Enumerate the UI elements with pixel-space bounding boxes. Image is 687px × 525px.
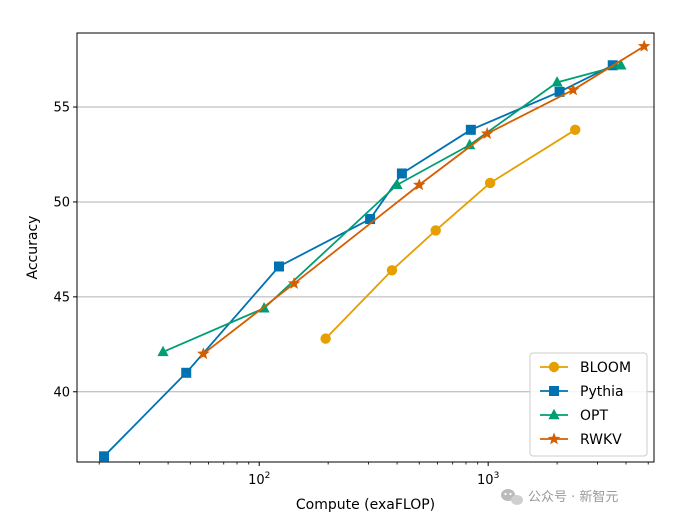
legend-marker-rwkv (547, 432, 561, 445)
data-point-rwkv (566, 83, 580, 96)
data-point-opt (551, 76, 563, 87)
series-line-opt (162, 64, 622, 353)
data-point-bloom (570, 124, 581, 136)
x-axis-label: Compute (exaFLOP) (296, 497, 435, 513)
data-point-pythia (99, 451, 110, 462)
series-line-rwkv (202, 45, 645, 355)
data-point-pythia (465, 124, 476, 135)
data-point-pythia (396, 168, 407, 179)
data-point-pythia (554, 86, 565, 97)
legend-label-rwkv: RWKV (580, 432, 622, 448)
series-layer (99, 39, 651, 462)
legend: BLOOM Pythia OPT RWKV (529, 352, 648, 457)
wechat-icon (501, 489, 523, 505)
legend-item-pythia: Pythia (540, 384, 624, 400)
data-point-opt (157, 345, 169, 357)
legend-box (529, 352, 648, 457)
data-point-opt (464, 138, 476, 150)
y-tick-label: 40 (53, 385, 70, 400)
data-point-bloom (430, 225, 441, 236)
data-point-bloom (386, 265, 398, 276)
data-point-rwkv (197, 347, 210, 360)
legend-marker-bloom (548, 361, 560, 373)
x-tick-label: 103 (477, 471, 499, 488)
series-bloom (320, 124, 581, 344)
data-point-bloom (484, 177, 496, 189)
y-tick-label: 50 (53, 195, 70, 210)
data-point-pythia (273, 261, 284, 272)
series-rwkv (197, 39, 651, 360)
data-point-pythia (181, 367, 192, 378)
legend-marker-opt (548, 408, 560, 420)
legend-item-opt: OPT (540, 408, 608, 424)
legend-label-bloom: BLOOM (580, 360, 631, 376)
data-point-bloom (320, 333, 331, 344)
plot-frame (76, 32, 655, 463)
data-point-opt (615, 59, 627, 70)
legend-item-bloom: BLOOM (540, 360, 631, 376)
data-point-rwkv (480, 127, 494, 139)
watermark: 公众号 · 新智元 (501, 489, 618, 505)
data-point-rwkv (637, 39, 651, 52)
data-point-opt (391, 178, 403, 190)
x-tick-label: 102 (248, 471, 270, 488)
legend-label-pythia: Pythia (580, 384, 624, 400)
legend-marker-pythia (549, 386, 559, 396)
legend-item-rwkv: RWKV (540, 432, 622, 448)
legend-label-opt: OPT (580, 408, 608, 424)
y-tick-label: 45 (53, 290, 70, 305)
series-opt (157, 59, 627, 357)
data-point-pythia (365, 214, 376, 225)
data-point-rwkv (287, 276, 301, 289)
data-point-rwkv (412, 178, 426, 191)
y-axis-label: Accuracy (25, 216, 41, 280)
watermark-text: 公众号 · 新智元 (528, 489, 618, 505)
y-tick-label: 55 (53, 101, 70, 116)
axes: 40 45 50 55 102 103 (53, 101, 649, 488)
